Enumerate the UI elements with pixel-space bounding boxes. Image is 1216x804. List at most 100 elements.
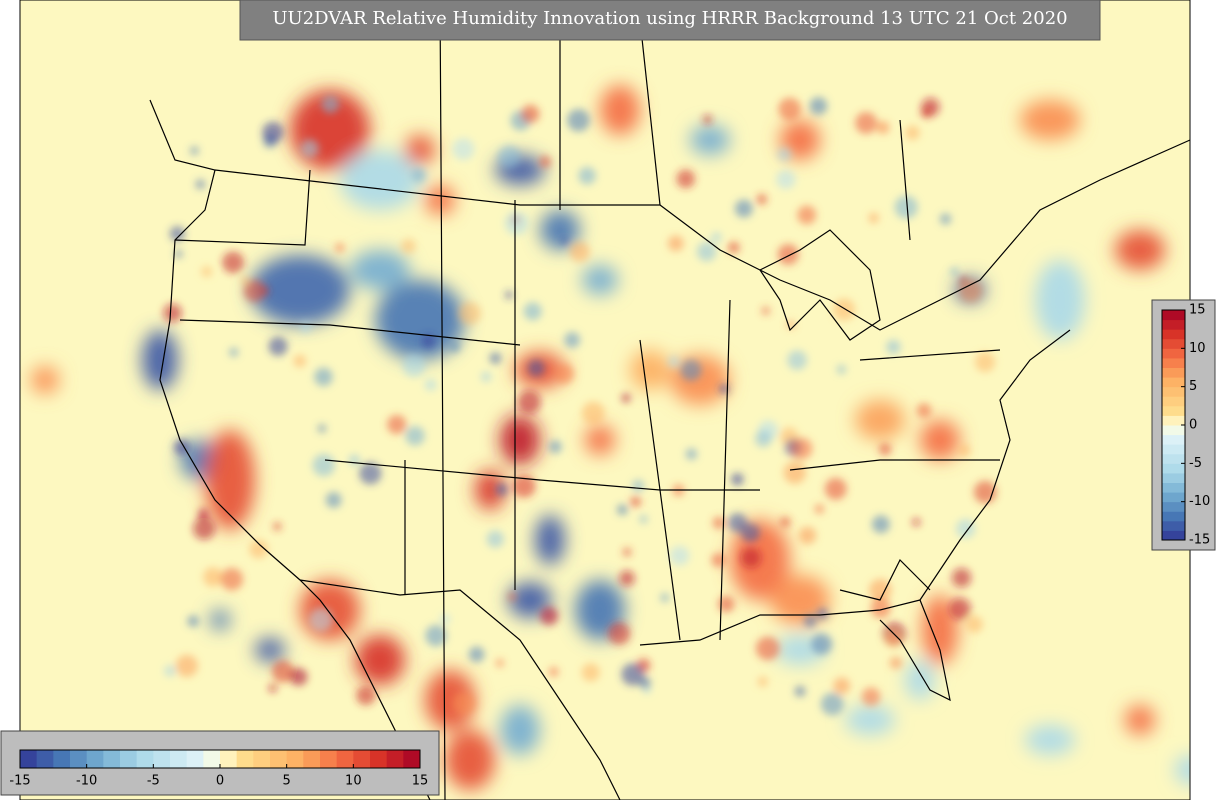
field-speckle <box>512 474 536 498</box>
field-blob <box>630 350 670 390</box>
field-blob <box>922 595 958 665</box>
field-speckle <box>794 685 806 697</box>
field-blob <box>475 470 505 510</box>
field-speckle <box>293 354 307 368</box>
colorbar-swatch <box>1162 444 1185 455</box>
field-speckle <box>271 660 295 683</box>
colorbar-swatch <box>303 750 321 768</box>
field-blob <box>405 135 435 165</box>
field-speckle <box>939 213 952 225</box>
field-speckle <box>622 547 632 557</box>
colorbar-tick-label: 15 <box>1189 303 1206 318</box>
field-speckle <box>948 597 971 620</box>
field-speckle <box>761 306 770 316</box>
field-speckle <box>820 692 844 716</box>
colorbar-tick-label: 10 <box>1189 341 1206 356</box>
field-speckle <box>300 139 320 158</box>
field-speckle <box>630 496 642 508</box>
field-speckle <box>702 114 713 125</box>
field-speckle <box>778 97 801 121</box>
field-speckle <box>300 321 312 333</box>
field-speckle <box>712 516 726 530</box>
field-speckle <box>869 578 892 602</box>
boundaries <box>149 0 1190 800</box>
field-speckle <box>581 663 600 682</box>
field-speckle <box>667 355 681 369</box>
field-speckle <box>262 121 284 144</box>
field-blob <box>508 582 552 618</box>
colorbar-tick-label: -15 <box>9 774 30 789</box>
colorbar-swatch <box>1162 463 1185 474</box>
field-speckle <box>222 251 245 274</box>
field-speckle <box>569 241 590 262</box>
field-speckle <box>190 146 199 156</box>
field-speckle <box>777 243 799 265</box>
colorbar-swatch <box>386 750 404 768</box>
colorbar-horizontal: -15 -10 -5 0 5 10 15 <box>9 749 428 789</box>
field-speckle <box>719 383 730 394</box>
field-speckle <box>578 166 596 185</box>
field-speckle <box>916 403 932 418</box>
field-speckle <box>619 570 635 587</box>
field-speckle <box>175 654 198 678</box>
colorbar-swatch <box>1162 434 1185 445</box>
field-speckle <box>560 236 569 245</box>
colorbar-tick-label: -10 <box>76 774 97 789</box>
colorbar-swatch <box>1162 501 1185 512</box>
field-speckle <box>685 448 698 460</box>
field-speckle <box>871 515 890 534</box>
field-speckle <box>272 522 282 531</box>
colorbar-swatch <box>153 750 171 768</box>
field-speckle <box>321 95 340 114</box>
field-blob <box>845 705 895 735</box>
field-blob <box>855 400 905 440</box>
field-blob <box>600 85 640 135</box>
field-blob <box>535 515 565 565</box>
colorbar-swatch <box>1162 348 1185 359</box>
field-speckle <box>220 567 244 591</box>
field-blob <box>690 125 730 155</box>
field-speckle <box>870 598 891 619</box>
colorbar-tick-label: 10 <box>345 774 362 789</box>
field-speckle <box>489 352 502 365</box>
field-speckle <box>174 249 183 258</box>
field-speckle <box>717 595 735 613</box>
field-blob <box>540 210 580 250</box>
field-speckle <box>527 359 545 377</box>
field-speckle <box>243 279 266 302</box>
field-speckle <box>905 125 920 140</box>
field-blob <box>425 670 475 730</box>
colorbar-swatch <box>353 750 371 768</box>
field-blob <box>905 660 935 700</box>
field-speckle <box>776 169 796 190</box>
field-speckle <box>517 390 542 414</box>
field-speckle <box>912 517 921 527</box>
field-speckle <box>797 205 817 225</box>
field-blob <box>920 420 960 460</box>
field-blob <box>255 638 285 662</box>
field-speckle <box>886 339 901 355</box>
field-speckle <box>740 547 762 568</box>
colorbar-tick-label: -10 <box>1189 494 1210 509</box>
field-speckle <box>811 633 833 655</box>
field-speckle <box>480 371 492 382</box>
field-speckle <box>955 518 976 539</box>
field-blob <box>1035 260 1085 340</box>
field-speckle <box>757 676 768 687</box>
colorbar-swatch <box>1162 319 1185 330</box>
field-speckle <box>387 414 407 435</box>
field-speckle <box>402 354 426 378</box>
field-speckle <box>861 687 881 707</box>
field-blob <box>1115 230 1165 270</box>
field-blob <box>770 575 830 625</box>
field-speckle <box>711 553 726 568</box>
field-speckle <box>607 622 631 645</box>
field-speckle <box>425 624 447 647</box>
field-speckle <box>507 592 517 602</box>
field-speckle <box>334 242 345 253</box>
field-speckle <box>824 477 847 500</box>
colorbar-swatch <box>1162 396 1185 407</box>
colorbar-swatch <box>1162 329 1185 340</box>
